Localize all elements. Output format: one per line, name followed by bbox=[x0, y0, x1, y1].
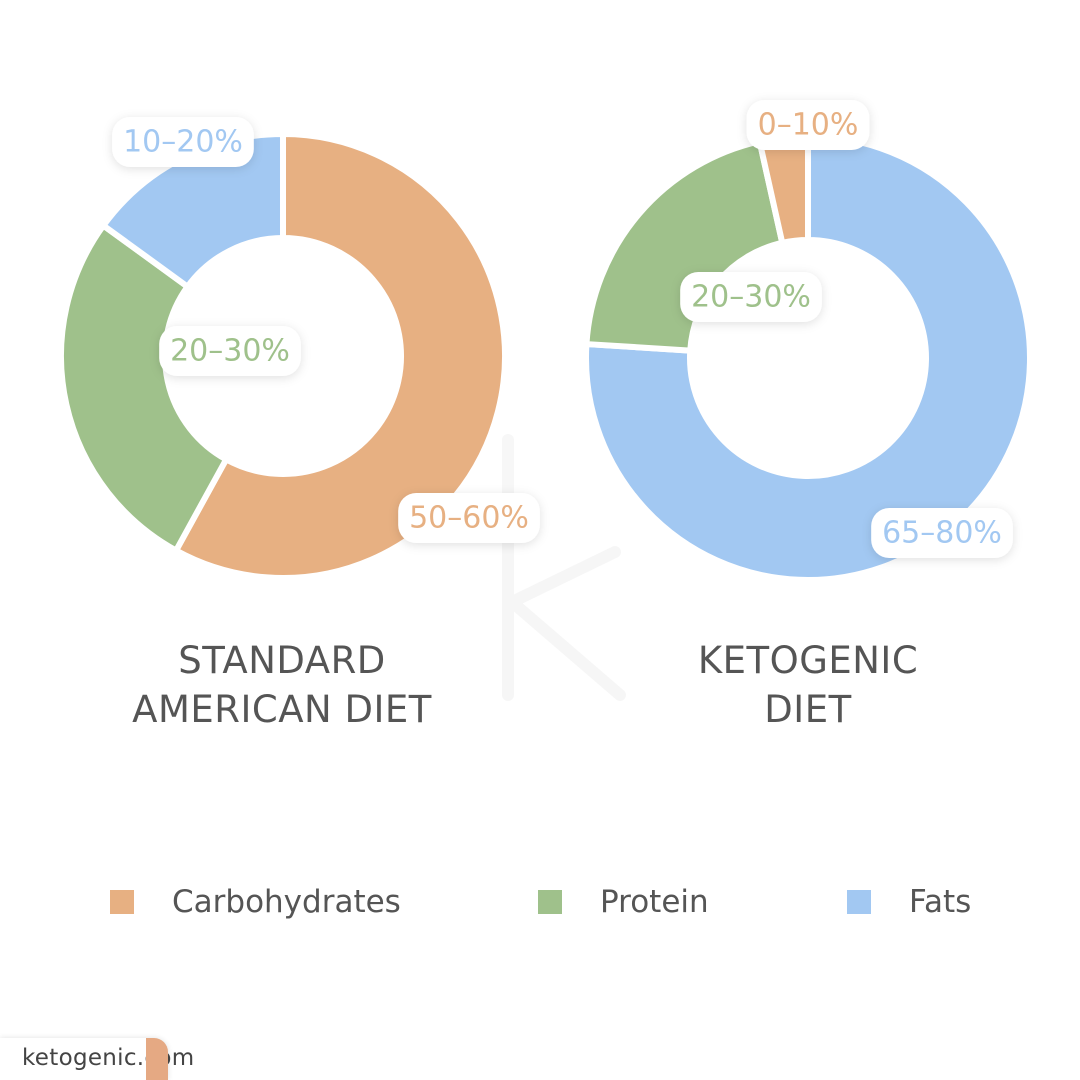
slice-label-pill bbox=[871, 508, 1013, 558]
slice-label-protein: 20–30% bbox=[680, 272, 822, 322]
slice-label-fats: 10–20% bbox=[112, 117, 254, 167]
brand-logo: ketogenic.com bbox=[0, 1038, 194, 1080]
brand-logo-text: ketogenic.com bbox=[22, 1045, 195, 1071]
slice-label-fats: 65–80% bbox=[871, 508, 1013, 558]
slice-label-pill bbox=[680, 272, 822, 322]
slice-label-text: 0–10% bbox=[758, 108, 859, 143]
chart-title-line: DIET bbox=[764, 688, 852, 731]
donut-slice-protein bbox=[58, 222, 230, 554]
slice-label-carbohydrates: 50–60% bbox=[398, 493, 540, 543]
chart-title-line: STANDARD bbox=[178, 639, 386, 682]
chart-title-ketogenic-diet: KETOGENIC DIET bbox=[578, 636, 1038, 734]
slice-label-text: 20–30% bbox=[170, 334, 290, 369]
legend-label-carbohydrates: Carbohydrates bbox=[172, 884, 401, 920]
donut-slice-fats bbox=[583, 133, 1033, 583]
slice-label-pill bbox=[159, 326, 301, 376]
legend-swatch-carbohydrates bbox=[110, 890, 134, 914]
legend-label-protein: Protein bbox=[600, 884, 709, 920]
slice-label-pill bbox=[112, 117, 254, 167]
legend-label-fats: Fats bbox=[909, 884, 972, 920]
slice-label-pill bbox=[398, 493, 540, 543]
slice-label-text: 20–30% bbox=[691, 280, 811, 315]
legend-item-protein: Protein bbox=[538, 880, 709, 924]
slice-label-text: 50–60% bbox=[409, 501, 529, 536]
legend-item-carbohydrates: Carbohydrates bbox=[110, 880, 401, 924]
slice-label-carbohydrates: 0–10% bbox=[746, 100, 870, 150]
donut-chart-0: 50–60% 20–30% 10–20% bbox=[58, 117, 540, 581]
chart-title-line: AMERICAN DIET bbox=[132, 688, 432, 731]
donut-chart-1: 65–80% 20–30% 0–10% bbox=[583, 100, 1033, 583]
legend-swatch-fats bbox=[847, 890, 871, 914]
brand-logo-accent bbox=[146, 1038, 168, 1080]
chart-title-standard-american-diet: STANDARD AMERICAN DIET bbox=[52, 636, 512, 734]
chart-title-line: KETOGENIC bbox=[697, 639, 919, 682]
legend-item-fats: Fats bbox=[847, 880, 971, 924]
slice-label-protein: 20–30% bbox=[159, 326, 301, 376]
watermark-k bbox=[502, 434, 626, 701]
donut-slice-carbohydrates bbox=[173, 131, 508, 581]
slice-label-text: 65–80% bbox=[882, 516, 1002, 551]
legend-swatch-protein bbox=[538, 890, 562, 914]
slice-label-text: 10–20% bbox=[123, 125, 243, 160]
slice-label-pill bbox=[746, 100, 870, 150]
donut-slice-fats bbox=[100, 131, 286, 290]
